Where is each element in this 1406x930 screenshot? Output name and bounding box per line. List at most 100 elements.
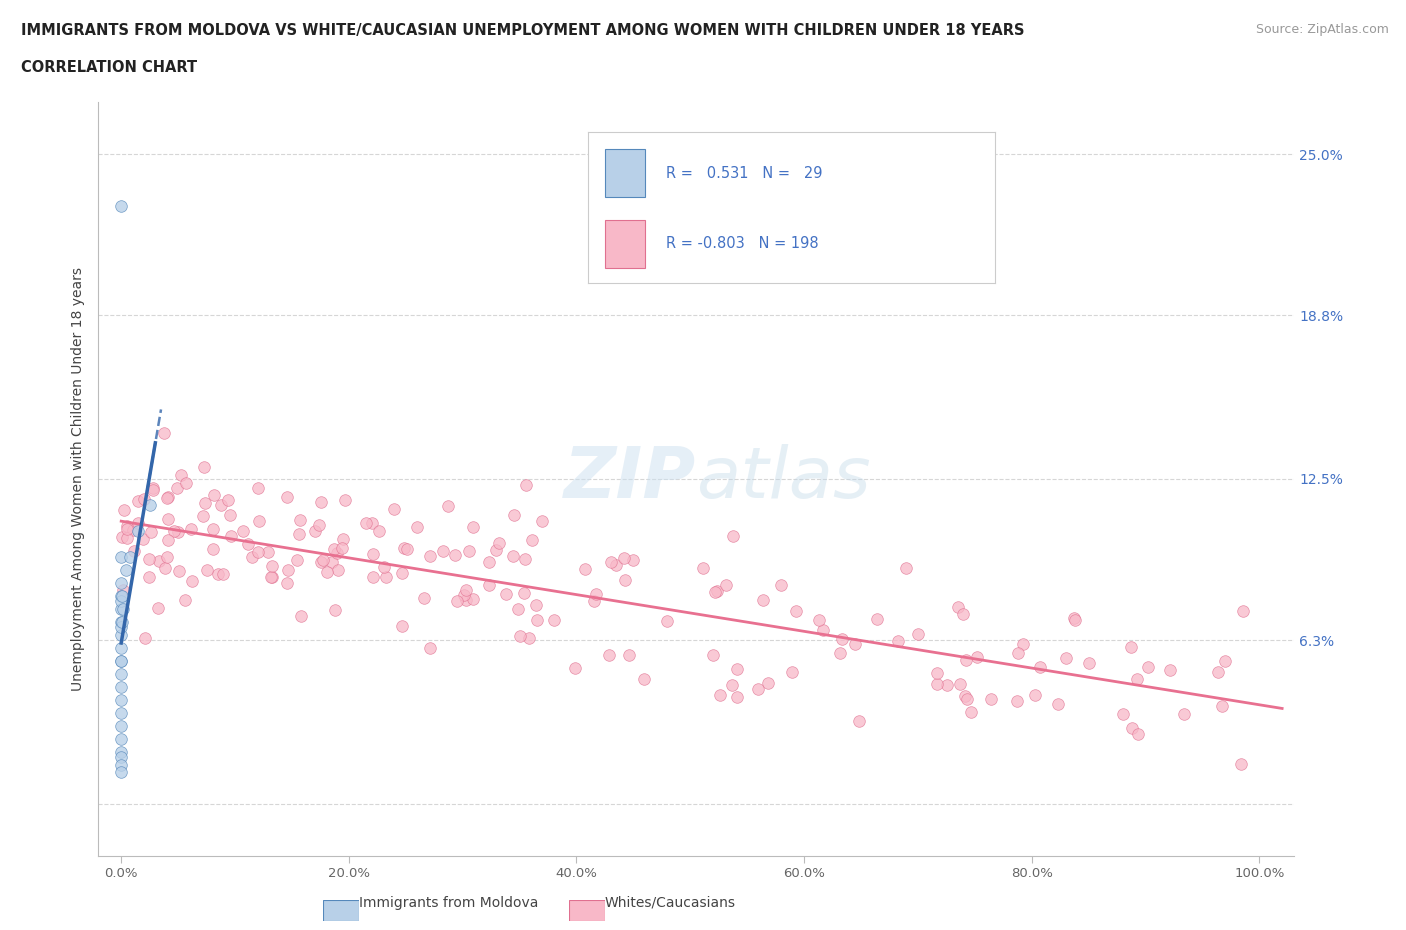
Point (110, 718, 132, 733)
Text: atlas: atlas (696, 445, 870, 513)
Point (1046, 697, 1069, 711)
Point (955, 653, 977, 668)
Point (110, 654, 132, 669)
Point (384, 501, 406, 516)
Point (139, 525, 162, 539)
Point (391, 618, 413, 633)
Point (236, 537, 259, 551)
Point (180, 574, 202, 589)
Point (530, 513, 553, 528)
Point (110, 750, 132, 764)
Point (619, 647, 641, 662)
Point (276, 576, 298, 591)
Point (692, 561, 714, 576)
Point (956, 692, 979, 707)
Point (246, 481, 269, 496)
Point (980, 692, 1002, 707)
Point (419, 549, 441, 564)
Point (866, 612, 889, 627)
Point (780, 665, 803, 680)
Point (115, 522, 138, 537)
Point (276, 489, 298, 504)
Point (598, 648, 620, 663)
Text: Immigrants from Moldova: Immigrants from Moldova (359, 896, 538, 910)
Point (522, 533, 544, 548)
Point (1024, 687, 1046, 702)
Point (277, 563, 299, 578)
Point (887, 633, 910, 648)
Point (495, 587, 517, 602)
Point (152, 425, 174, 440)
Point (1064, 612, 1087, 627)
Point (138, 569, 160, 584)
Point (111, 583, 134, 598)
Point (110, 731, 132, 746)
Point (405, 519, 427, 534)
Point (457, 543, 479, 558)
Point (709, 687, 731, 702)
Point (202, 522, 225, 537)
Point (156, 533, 179, 548)
Point (702, 647, 724, 662)
Point (202, 488, 225, 503)
Point (621, 552, 644, 567)
Text: Whites/Caucasians: Whites/Caucasians (605, 896, 735, 910)
Point (502, 508, 524, 523)
Point (1007, 646, 1029, 661)
Point (110, 615, 132, 630)
Point (1029, 659, 1052, 674)
Point (201, 541, 224, 556)
Point (193, 459, 215, 474)
Point (936, 678, 959, 693)
Point (142, 482, 165, 497)
Point (333, 493, 356, 508)
Point (524, 598, 547, 613)
Point (138, 498, 160, 512)
Point (122, 543, 145, 558)
Point (952, 607, 974, 622)
Point (110, 744, 132, 759)
Point (394, 540, 416, 555)
Point (830, 645, 852, 660)
Point (960, 705, 983, 720)
Point (723, 528, 745, 543)
Point (194, 495, 217, 510)
Point (132, 492, 155, 507)
Point (120, 550, 142, 565)
Point (309, 555, 332, 570)
Point (477, 578, 499, 592)
Point (1230, 756, 1253, 771)
Point (706, 584, 728, 599)
Point (925, 677, 948, 692)
Point (1063, 610, 1085, 625)
Point (844, 636, 866, 651)
Point (166, 480, 188, 495)
Point (180, 521, 202, 536)
Point (508, 602, 530, 617)
Point (122, 523, 145, 538)
Point (478, 555, 501, 570)
Point (212, 566, 235, 581)
Point (249, 513, 271, 528)
Point (456, 582, 478, 597)
Text: ZIP: ZIP (564, 445, 696, 513)
Point (725, 690, 748, 705)
Point (285, 552, 308, 567)
Point (325, 546, 347, 561)
Point (605, 557, 627, 572)
Point (785, 604, 807, 618)
Point (509, 629, 531, 644)
Point (115, 530, 138, 545)
Point (1007, 694, 1029, 709)
Point (770, 578, 793, 592)
Point (517, 631, 540, 645)
Point (714, 578, 737, 592)
Point (174, 592, 197, 607)
Point (1112, 707, 1135, 722)
Point (287, 526, 309, 541)
Point (1125, 671, 1147, 686)
Point (502, 548, 524, 563)
Point (582, 593, 605, 608)
Point (191, 509, 214, 524)
Point (111, 615, 134, 630)
